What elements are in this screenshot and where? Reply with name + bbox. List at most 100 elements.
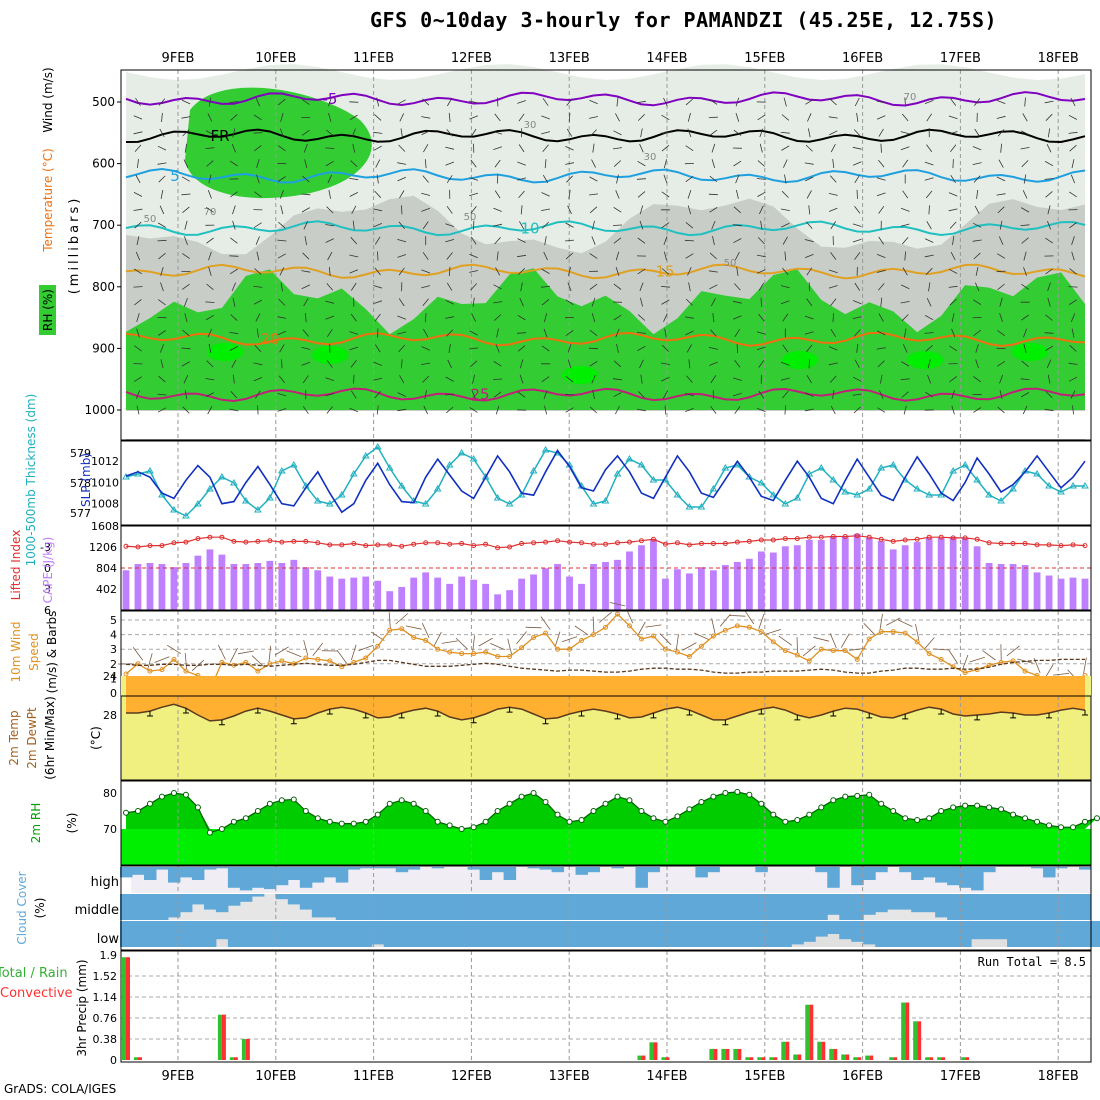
rh-point — [182, 791, 189, 798]
lifted-index-point — [806, 534, 812, 540]
temp-max-bar — [1010, 713, 1017, 719]
cloud-axis-label: (%) — [33, 898, 47, 919]
precip-bar-convective — [713, 1048, 718, 1060]
precip-bar-convective — [137, 1057, 142, 1060]
cape-bar — [1081, 578, 1089, 610]
wind-speed-point — [387, 627, 393, 633]
cloud-cell — [947, 921, 960, 947]
cloud-cell — [131, 894, 145, 920]
rh-point — [638, 808, 645, 814]
lifted-index-point — [1022, 541, 1028, 546]
date-label-top: 10FEB — [255, 51, 296, 66]
wind-tick-label: 1 — [110, 672, 117, 685]
precip-bar-convective — [893, 1057, 898, 1060]
cloud-cell — [923, 867, 936, 878]
wind-speed-point — [722, 627, 728, 633]
cloud-cell — [875, 921, 888, 947]
lifted-axis-label: Lifted Index — [9, 530, 23, 601]
cape-bar — [230, 564, 238, 610]
wind-speed-point — [746, 624, 752, 630]
precip-tick-label: 1.14 — [93, 991, 118, 1004]
cloud-cell — [743, 921, 756, 947]
lifted-index-point — [698, 541, 704, 546]
cloud-cell — [407, 921, 421, 947]
precip-bar-total — [637, 1055, 642, 1060]
cloud-cell — [479, 921, 493, 947]
cloud-cell — [1019, 894, 1032, 920]
rh-panel — [121, 781, 1100, 865]
lifted-index-point — [531, 540, 537, 546]
cape-bar — [182, 562, 190, 610]
lifted-index-point — [243, 539, 249, 545]
rh-point — [302, 808, 309, 814]
precip-bar-convective — [821, 1041, 826, 1060]
rh-point — [866, 791, 873, 798]
rh-point — [566, 818, 573, 825]
cloud-cell — [923, 921, 936, 947]
wind-speed-point — [878, 629, 884, 635]
precip-bar-total — [745, 1057, 750, 1060]
thickness-tick-label: 578 — [70, 477, 91, 490]
cloud-cell — [275, 867, 289, 886]
rh-point — [806, 811, 813, 818]
precip-bar-total — [913, 1021, 918, 1060]
thickness-point — [373, 443, 382, 450]
thickness-point — [253, 506, 262, 513]
wind-barbs — [133, 97, 1078, 415]
temp-axis-label: 2m DewPt — [25, 707, 39, 769]
rh-point — [1022, 815, 1029, 822]
rh-point — [170, 790, 177, 796]
cloud-cell — [311, 867, 325, 883]
lifted-index-point — [818, 534, 824, 540]
cloud-cell — [227, 867, 241, 888]
cloud-cell — [215, 867, 229, 869]
rh-point — [674, 813, 681, 820]
cape-bar — [506, 590, 513, 610]
cloud-cell — [983, 921, 996, 940]
thickness-point — [685, 503, 694, 510]
thickness-point — [853, 491, 862, 498]
cloud-cell — [455, 921, 469, 947]
thickness-point — [649, 476, 658, 483]
wind-speed-point — [519, 645, 525, 651]
cloud-cell — [623, 921, 636, 947]
wind-speed-point — [830, 648, 836, 654]
cloud-cell — [443, 894, 457, 920]
temp-max-bar — [362, 713, 369, 719]
precip-bar-convective — [965, 1057, 970, 1060]
precip-bar-convective — [797, 1054, 802, 1060]
cloud-cell — [815, 894, 828, 920]
temp-max-bar — [218, 719, 225, 726]
rh-contour-label: 50 — [144, 214, 157, 225]
cloud-cell — [323, 921, 337, 947]
cloud-cell — [347, 921, 361, 947]
wind-speed-point — [938, 656, 944, 662]
wind-speed-point — [543, 630, 549, 636]
cloud-cell — [971, 921, 984, 940]
cape-bar — [410, 577, 418, 610]
rh-point — [974, 802, 981, 809]
lifted-index-point — [147, 543, 153, 549]
cape-bar — [314, 570, 322, 610]
precip-tick-label: 0.38 — [93, 1033, 118, 1046]
precip-bar-total — [829, 1048, 834, 1060]
cloud-cell — [755, 921, 768, 947]
wind-speed-point — [447, 649, 453, 655]
cloud-cell — [935, 867, 948, 883]
wind-speed-point — [638, 636, 644, 642]
cape-bar — [122, 570, 130, 610]
rh-point — [938, 808, 945, 814]
thickness-point — [769, 491, 778, 498]
cloud-cell — [120, 894, 133, 920]
rh-point — [1034, 818, 1041, 825]
cloud-cell — [371, 921, 385, 945]
thickness-point — [241, 497, 250, 504]
lifted-index-point — [567, 539, 573, 545]
thickness-point — [469, 455, 478, 462]
cloud-cell — [239, 921, 253, 947]
precip-bar-convective — [809, 1004, 814, 1060]
cloud-cell — [947, 867, 960, 886]
wind-speed-point — [902, 630, 908, 636]
rh-point — [1093, 815, 1100, 822]
